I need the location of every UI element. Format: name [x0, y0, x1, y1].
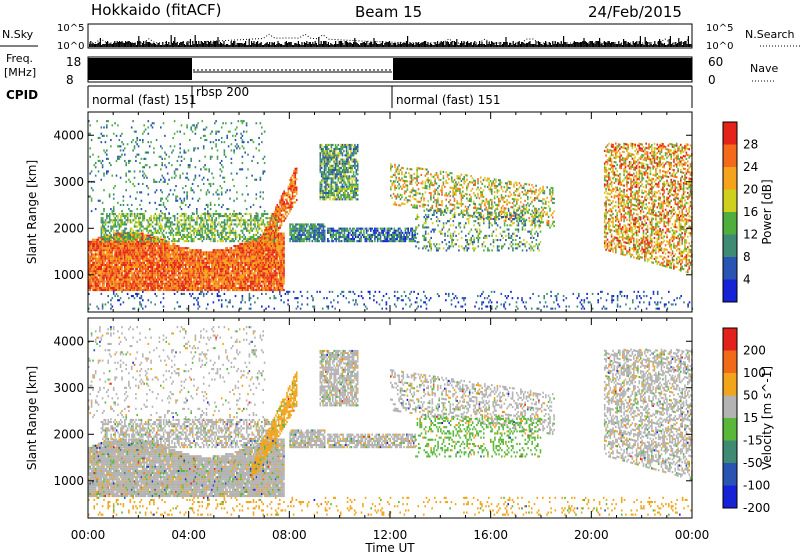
colorbar-swatch [723, 212, 737, 235]
velocity-colorbar-label: Velocity [m s^-1] [760, 366, 774, 470]
colorbar-swatch [723, 122, 737, 145]
colorbar-tick-label: 24 [743, 160, 758, 174]
colorbar-swatch [723, 373, 737, 396]
colorbar-tick-label: -200 [743, 501, 770, 515]
xtick-label: 04:00 [171, 528, 206, 542]
xtick-label: 20:00 [574, 528, 609, 542]
colorbar-swatch [723, 418, 737, 441]
freq-tick-right-bottom: 0 [708, 73, 716, 87]
colorbar-tick-label: 8 [743, 250, 751, 264]
noise-right-label: N.Search [745, 28, 795, 41]
freq-right-label: Nave [750, 62, 778, 75]
figure: Hokkaido (fitACF) Beam 15 24/Feb/2015 N.… [0, 0, 800, 554]
ytick-label: 3000 [53, 175, 84, 189]
colorbar-swatch [723, 351, 737, 374]
velocity-ylabel: Slant Range [km] [25, 366, 39, 470]
cpid-mode-3: normal (fast) 151 [396, 93, 500, 107]
freq-tick-right-top: 60 [708, 55, 723, 69]
power-panel: 1000 2000 3000 4000 Slant Range [km] 4 8 12 16… [25, 112, 774, 312]
freq-panel: Freq. [MHz] 18 8 60 0 Nave [4, 52, 778, 87]
colorbar-tick-label: 50 [743, 389, 758, 403]
colorbar-swatch [723, 441, 737, 464]
freq-block-2 [393, 58, 692, 80]
ytick-label: 2000 [53, 427, 84, 441]
colorbar-swatch [723, 486, 737, 509]
station-title: Hokkaido (fitACF) [91, 1, 222, 19]
freq-tick-left-top: 18 [66, 55, 81, 69]
power-colorbar: 4 8 12 16 20 24 28 [723, 122, 758, 302]
colorbar-swatch [723, 463, 737, 486]
ytick-label: 4000 [53, 128, 84, 142]
noise-trace [89, 34, 691, 47]
power-scatter [88, 120, 693, 310]
date-title: 24/Feb/2015 [588, 3, 682, 21]
colorbar-tick-label: 15 [743, 411, 758, 425]
noise-tick-right-top: 10^5 [706, 23, 733, 34]
colorbar-tick-label: 12 [743, 228, 758, 242]
colorbar-tick-label: 16 [743, 205, 758, 219]
cpid-panel: CPID normal (fast) 151 rbsp 200 normal (… [6, 85, 692, 108]
ytick-label: 1000 [53, 474, 84, 488]
cpid-label: CPID [6, 88, 38, 102]
cpid-mode-2: rbsp 200 [196, 85, 249, 99]
xtick-label: 00:00 [71, 528, 106, 542]
colorbar-swatch [723, 167, 737, 190]
colorbar-tick-label: 200 [743, 344, 766, 358]
colorbar-tick-label: 28 [743, 138, 758, 152]
beam-title: Beam 15 [355, 3, 422, 21]
xtick-label: 00:00 [675, 528, 710, 542]
colorbar-swatch [723, 145, 737, 168]
ytick-label: 2000 [53, 221, 84, 235]
xtick-label: 16:00 [473, 528, 508, 542]
colorbar-tick-label: -100 [743, 479, 770, 493]
noise-left-label: N.Sky [2, 28, 34, 41]
xtick-label: 08:00 [272, 528, 307, 542]
ytick-label: 4000 [53, 334, 84, 348]
noise-tick-left-bottom: 10^0 [57, 41, 84, 52]
xtick-label: 12:00 [373, 528, 408, 542]
colorbar-swatch [723, 328, 737, 351]
colorbar-swatch [723, 235, 737, 258]
noise-tick-left-top: 10^5 [57, 23, 84, 34]
freq-tick-left-bottom: 8 [66, 73, 74, 87]
velocity-scatter [88, 326, 693, 516]
freq-block-1 [88, 58, 192, 80]
colorbar-swatch [723, 190, 737, 213]
colorbar-tick-label: 4 [743, 273, 751, 287]
colorbar-swatch [723, 257, 737, 280]
x-axis-label: Time UT [364, 541, 415, 554]
freq-left-label-1: Freq. [6, 52, 33, 65]
power-ylabel: Slant Range [km] [25, 160, 39, 264]
ytick-label: 1000 [53, 268, 84, 282]
power-colorbar-label: Power [dB] [760, 179, 774, 244]
freq-left-label-2: [MHz] [4, 66, 36, 79]
x-axis-tick-labels: 00:00 04:00 08:00 12:00 16:00 20:00 00:00 [71, 528, 710, 542]
colorbar-swatch [723, 396, 737, 419]
noise-panel: N.Sky 10^5 10^0 10^5 10^0 N.Search [0, 23, 800, 52]
cpid-mode-1: normal (fast) 151 [92, 93, 196, 107]
colorbar-swatch [723, 280, 737, 303]
ytick-label: 3000 [53, 381, 84, 395]
noise-tick-right-bottom: 10^0 [706, 41, 733, 52]
colorbar-tick-label: 20 [743, 183, 758, 197]
